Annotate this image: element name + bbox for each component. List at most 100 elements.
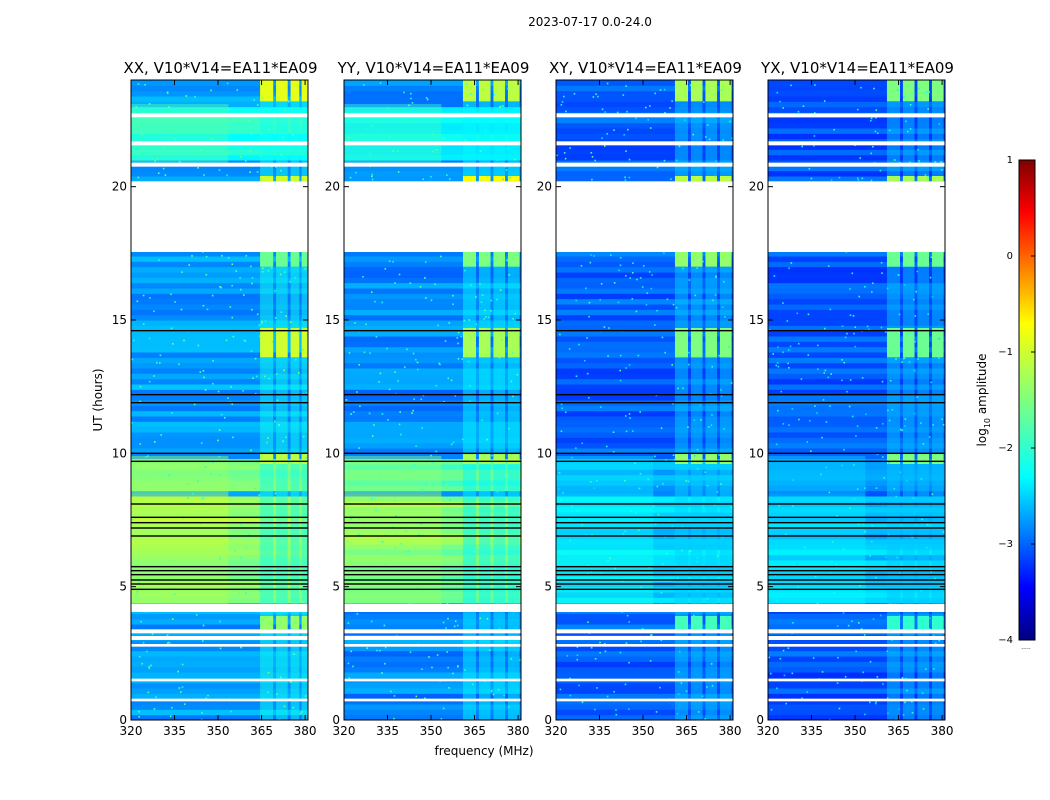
noise-speck [846, 390, 848, 393]
x-tick-label: 380 [294, 724, 317, 738]
noise-speck [675, 159, 678, 162]
noise-speck [842, 548, 845, 550]
heatmap-row [768, 426, 945, 433]
flag-line [556, 329, 733, 332]
flag-line [768, 393, 945, 396]
noise-speck [688, 279, 691, 281]
noise-speck [694, 294, 696, 297]
noise-speck [701, 695, 704, 698]
heatmap-row [344, 693, 521, 700]
noise-speck [155, 157, 158, 160]
rfi-burst [690, 328, 703, 358]
heatmap-row [131, 613, 308, 620]
heatmap-row [556, 656, 733, 662]
noise-speck [619, 256, 622, 259]
heatmap-row [768, 517, 945, 524]
noise-speck [435, 384, 438, 387]
noise-speck [166, 642, 169, 644]
noise-speck [903, 357, 906, 359]
data-gap [344, 113, 521, 118]
noise-speck [775, 443, 778, 446]
noise-speck [843, 361, 846, 364]
noise-speck [724, 316, 726, 318]
heatmap-row [556, 709, 733, 716]
noise-speck [471, 683, 474, 686]
flag-line [131, 521, 308, 524]
noise-speck [420, 523, 423, 525]
noise-speck [440, 472, 442, 475]
heatmap-row [131, 266, 308, 273]
noise-speck [148, 380, 151, 383]
noise-speck [252, 377, 254, 379]
noise-speck [581, 542, 584, 544]
rfi-burst [886, 328, 901, 358]
heatmap-row [556, 512, 733, 518]
noise-speck [197, 167, 199, 169]
noise-speck [263, 375, 266, 378]
heatmap-row [768, 373, 945, 380]
heatmap-row [768, 656, 945, 662]
noise-speck [395, 533, 398, 535]
noise-speck [629, 277, 632, 279]
heatmap-row [556, 154, 733, 161]
noise-speck [810, 177, 813, 180]
noise-speck [904, 701, 906, 704]
heatmap-row [556, 682, 733, 689]
heatmap-row [344, 688, 521, 694]
noise-speck [821, 436, 823, 439]
broadband-band [556, 493, 654, 550]
noise-speck [823, 327, 826, 330]
noise-speck [143, 109, 146, 112]
flag-line [768, 565, 945, 568]
noise-speck [278, 424, 280, 426]
noise-speck [506, 147, 508, 150]
rfi-burst [674, 616, 689, 630]
colorbar-under-marker: ..... [1021, 644, 1031, 651]
heatmap-row [556, 480, 733, 486]
heatmap-row [131, 389, 308, 396]
heatmap-row [344, 165, 521, 172]
noise-speck [773, 275, 776, 277]
heatmap-row [768, 485, 945, 492]
noise-speck [840, 511, 843, 514]
heatmap-row [768, 272, 945, 278]
heatmap-row [556, 474, 733, 481]
noise-speck [776, 91, 779, 94]
noise-speck [181, 686, 184, 688]
flag-line [768, 535, 945, 537]
noise-speck [226, 174, 228, 177]
rfi-channel [507, 80, 520, 720]
noise-speck [600, 572, 603, 575]
noise-speck [723, 428, 725, 430]
noise-speck [371, 175, 373, 178]
rfi-burst [886, 252, 901, 267]
noise-speck [394, 129, 397, 131]
rfi-burst [290, 252, 300, 267]
noise-speck [564, 157, 567, 160]
noise-speck [816, 412, 818, 414]
rfi-burst [902, 176, 915, 182]
heatmap-row [768, 128, 945, 134]
heatmap-row [131, 320, 308, 326]
noise-speck [148, 337, 151, 340]
noise-speck [493, 343, 496, 345]
noise-speck [139, 400, 142, 403]
noise-speck [586, 372, 589, 375]
noise-speck [605, 445, 608, 448]
noise-speck [204, 389, 207, 391]
noise-speck [419, 285, 422, 288]
noise-speck [590, 646, 593, 649]
noise-speck [841, 325, 844, 328]
heatmap-row [768, 661, 945, 668]
noise-speck [693, 455, 696, 457]
noise-speck [649, 105, 651, 107]
broadband-band [768, 456, 866, 494]
noise-speck [696, 557, 699, 559]
colorbar-tick-label: −3 [998, 539, 1013, 550]
noise-speck [638, 529, 640, 531]
flag-line [768, 588, 945, 591]
noise-speck [627, 128, 629, 131]
flag-line [131, 452, 308, 455]
